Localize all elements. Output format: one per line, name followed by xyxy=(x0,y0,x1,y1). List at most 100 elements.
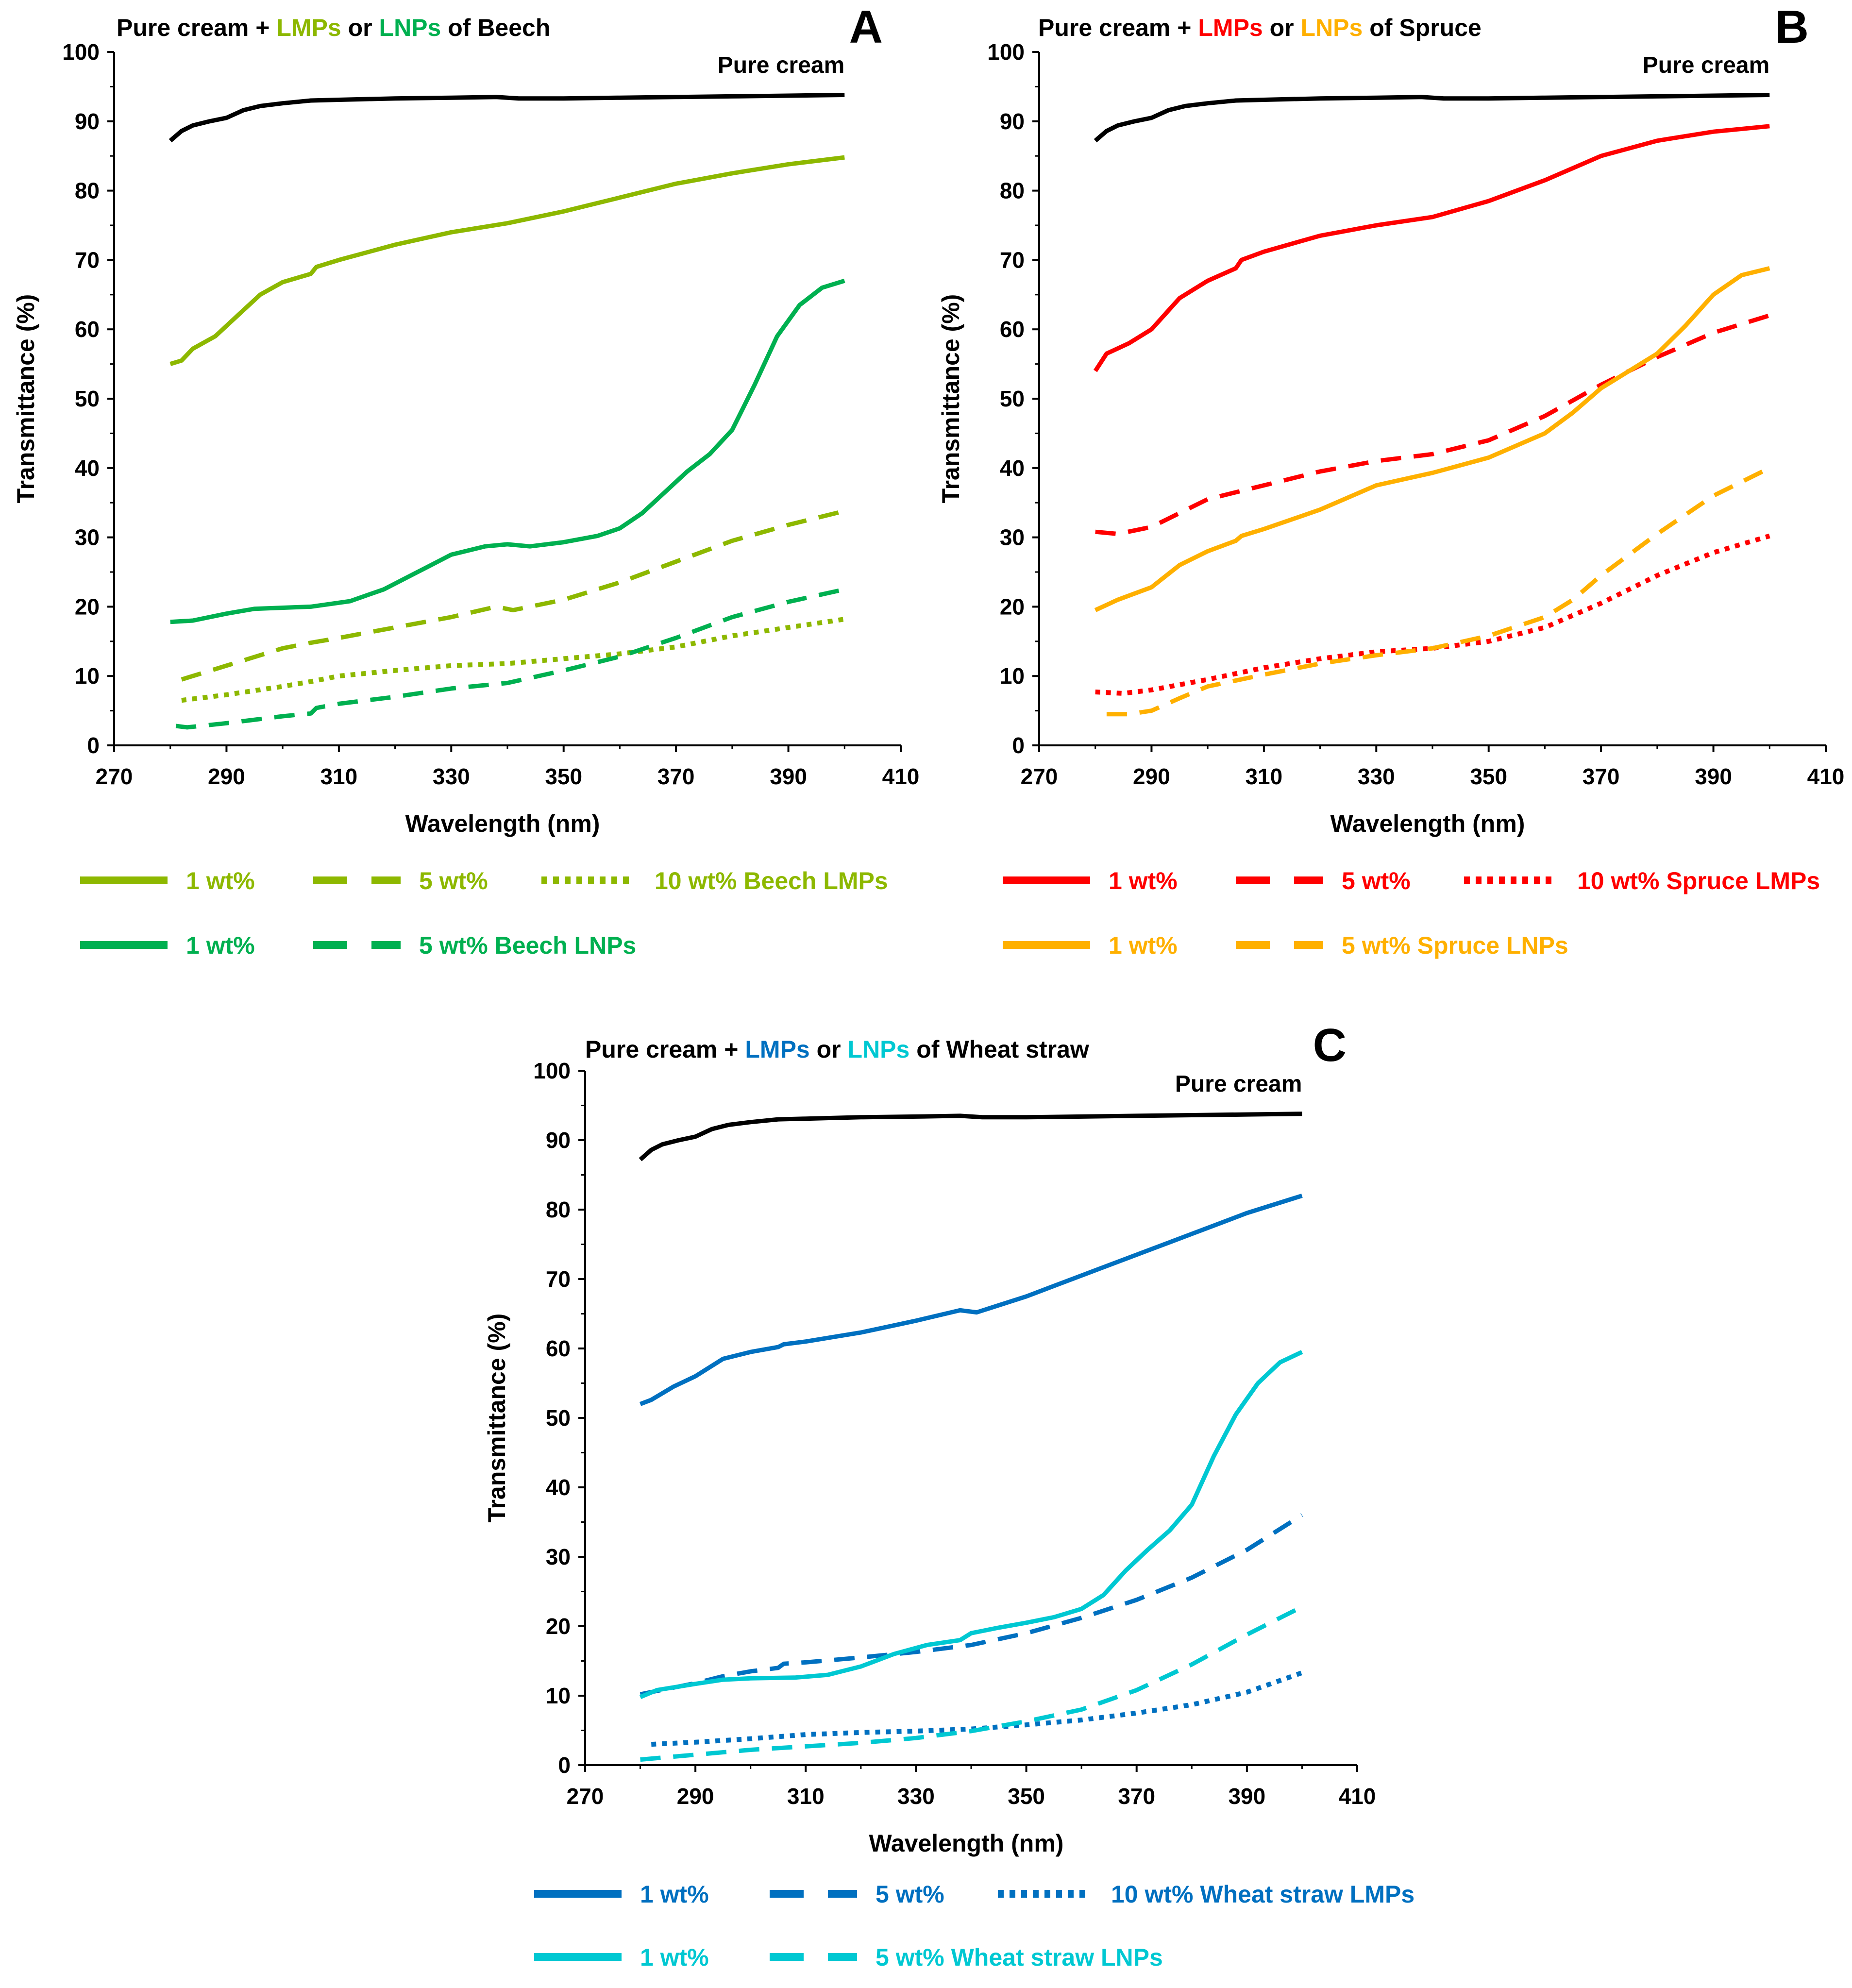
legend-label: 5 wt% xyxy=(875,1881,944,1908)
y-tick-label: 70 xyxy=(546,1266,571,1292)
x-tick-label: 330 xyxy=(1358,764,1395,789)
legend-label: 5 wt% xyxy=(1342,867,1411,894)
y-tick-label: 90 xyxy=(75,109,100,134)
chart-title: Pure cream + LMPs or LNPs of Beech xyxy=(117,14,550,41)
title-mid: or xyxy=(1263,14,1301,41)
x-tick-label: 310 xyxy=(1245,764,1282,789)
x-tick-label: 410 xyxy=(1339,1784,1376,1809)
y-tick-label: 60 xyxy=(1000,317,1025,342)
title-suffix: of Wheat straw xyxy=(909,1036,1089,1063)
series-line xyxy=(640,1604,1303,1762)
x-tick-label: 350 xyxy=(1008,1784,1045,1809)
x-tick-label: 410 xyxy=(1807,764,1845,789)
y-tick-label: 0 xyxy=(87,733,100,758)
x-tick-label: 350 xyxy=(545,764,582,789)
y-axis-label: Transmittance (%) xyxy=(483,1314,510,1523)
title-lnps: LNPs xyxy=(379,14,441,41)
series-line xyxy=(169,155,845,366)
y-tick-label: 90 xyxy=(546,1128,571,1153)
legend-label: 5 wt% Wheat straw LNPs xyxy=(875,1944,1163,1971)
title-lnps: LNPs xyxy=(1301,14,1363,41)
title-prefix: Pure cream + xyxy=(117,14,276,41)
x-tick-label: 270 xyxy=(1021,764,1058,789)
series-line xyxy=(1095,533,1770,696)
series-line xyxy=(1095,313,1770,536)
chart-title: Pure cream + LMPs or LNPs of Wheat straw xyxy=(585,1036,1089,1063)
y-tick-label: 10 xyxy=(546,1683,571,1708)
y-tick-label: 10 xyxy=(75,663,100,689)
chart-panel-C: 0 10 20 30 40 50 60 70 80 90 100 270 290 310 330 350 370… xyxy=(483,1019,1414,1971)
title-prefix: Pure cream + xyxy=(585,1036,745,1063)
y-tick-label: 50 xyxy=(1000,386,1025,411)
series-line xyxy=(168,93,845,143)
series-line xyxy=(640,1194,1303,1406)
x-axis-label: Wavelength (nm) xyxy=(869,1830,1064,1857)
x-tick-label: 310 xyxy=(320,764,357,789)
legend-label: 5 wt% xyxy=(419,867,488,894)
legend-label: 10 wt% Wheat straw LMPs xyxy=(1111,1881,1414,1908)
series-line xyxy=(1094,93,1770,143)
series-line xyxy=(181,508,845,682)
legend-label: 5 wt% Beech LNPs xyxy=(419,932,636,959)
series-line xyxy=(640,1513,1303,1697)
series-line xyxy=(639,1350,1303,1700)
x-tick-label: 290 xyxy=(677,1784,714,1809)
chart-panel-A: 0 10 20 30 40 50 60 70 80 90 100 270 290 310 330 350 370… xyxy=(12,1,919,959)
x-tick-label: 290 xyxy=(208,764,245,789)
chart-title: Pure cream + LMPs or LNPs of Spruce xyxy=(1038,14,1482,41)
panel-letter: A xyxy=(849,1,883,53)
y-tick-label: 60 xyxy=(546,1336,571,1361)
legend-label: 1 wt% xyxy=(186,932,255,959)
y-axis-label: Transmittance (%) xyxy=(937,294,964,504)
series-line xyxy=(1106,466,1771,717)
x-tick-label: 370 xyxy=(1118,1784,1155,1809)
y-tick-label: 80 xyxy=(1000,178,1025,203)
annotation-pure-cream: Pure cream xyxy=(1175,1071,1302,1097)
series-line xyxy=(639,1112,1302,1162)
y-tick-label: 20 xyxy=(75,594,100,619)
panel-letter: B xyxy=(1775,1,1809,53)
y-tick-label: 30 xyxy=(1000,525,1025,550)
x-tick-label: 330 xyxy=(433,764,470,789)
legend-label: 10 wt% Beech LMPs xyxy=(655,867,888,894)
x-tick-label: 370 xyxy=(657,764,695,789)
x-tick-label: 410 xyxy=(882,764,920,789)
x-tick-label: 390 xyxy=(1695,764,1732,789)
series-line xyxy=(651,1670,1303,1747)
y-tick-label: 0 xyxy=(558,1752,571,1778)
legend-label: 1 wt% xyxy=(1109,932,1178,959)
y-tick-label: 90 xyxy=(1000,109,1025,134)
y-tick-label: 100 xyxy=(987,39,1025,65)
panel-letter: C xyxy=(1313,1019,1347,1071)
legend-label: 1 wt% xyxy=(640,1881,709,1908)
y-tick-label: 0 xyxy=(1012,733,1025,758)
x-tick-label: 270 xyxy=(567,1784,604,1809)
annotation-pure-cream: Pure cream xyxy=(1643,52,1770,78)
series-line xyxy=(170,278,845,624)
legend-label: 1 wt% xyxy=(186,867,255,894)
y-axis-label: Transmittance (%) xyxy=(12,294,39,504)
title-prefix: Pure cream + xyxy=(1038,14,1198,41)
title-lnps: LNPs xyxy=(848,1036,910,1063)
title-lmps: LMPs xyxy=(745,1036,809,1063)
x-tick-label: 290 xyxy=(1133,764,1170,789)
y-tick-label: 80 xyxy=(75,178,100,203)
title-suffix: of Spruce xyxy=(1363,14,1481,41)
x-axis-label: Wavelength (nm) xyxy=(405,810,600,837)
title-lmps: LMPs xyxy=(1198,14,1263,41)
y-tick-label: 30 xyxy=(546,1544,571,1569)
annotation-pure-cream: Pure cream xyxy=(718,52,845,78)
x-axis-label: Wavelength (nm) xyxy=(1330,810,1525,837)
series-line xyxy=(1094,266,1770,612)
y-tick-label: 40 xyxy=(75,455,100,481)
y-tick-label: 100 xyxy=(62,39,100,65)
y-tick-label: 80 xyxy=(546,1197,571,1222)
title-suffix: of Beech xyxy=(441,14,550,41)
title-mid: or xyxy=(810,1036,848,1063)
x-tick-label: 390 xyxy=(1228,1784,1265,1809)
chart-panel-B: 0 10 20 30 40 50 60 70 80 90 100 270 290 310 330 350 370… xyxy=(937,1,1844,959)
legend-label: 1 wt% xyxy=(640,1944,709,1971)
y-tick-label: 20 xyxy=(1000,594,1025,619)
series-line xyxy=(181,617,845,703)
